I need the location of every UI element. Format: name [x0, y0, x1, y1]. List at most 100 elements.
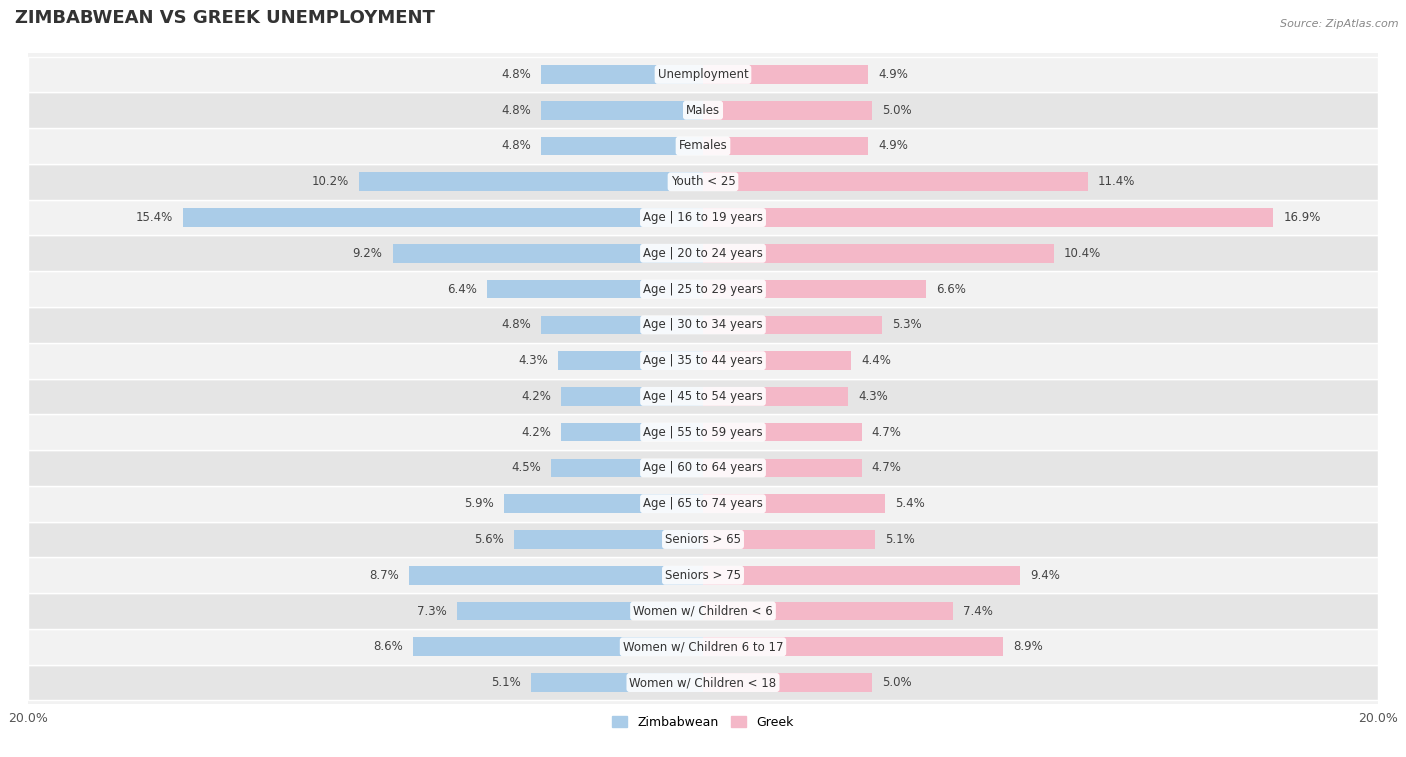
Text: Age | 16 to 19 years: Age | 16 to 19 years [643, 211, 763, 224]
Text: 4.7%: 4.7% [872, 462, 901, 475]
Legend: Zimbabwean, Greek: Zimbabwean, Greek [607, 711, 799, 734]
Bar [28, 414, 1378, 450]
Bar [531, 673, 703, 692]
Text: 4.8%: 4.8% [501, 68, 531, 81]
Text: Unemployment: Unemployment [658, 68, 748, 81]
Text: 16.9%: 16.9% [1284, 211, 1320, 224]
Text: 5.0%: 5.0% [882, 676, 911, 689]
Bar [28, 450, 1378, 486]
Bar [486, 280, 703, 298]
Text: 4.7%: 4.7% [872, 425, 901, 438]
Bar [703, 637, 1004, 656]
Bar [541, 65, 703, 84]
Bar [703, 423, 862, 441]
Bar [703, 208, 1274, 227]
Text: ZIMBABWEAN VS GREEK UNEMPLOYMENT: ZIMBABWEAN VS GREEK UNEMPLOYMENT [14, 9, 434, 27]
Bar [515, 530, 703, 549]
Text: 8.9%: 8.9% [1014, 640, 1043, 653]
Text: 4.4%: 4.4% [862, 354, 891, 367]
Text: 4.8%: 4.8% [501, 139, 531, 152]
Bar [413, 637, 703, 656]
Bar [703, 530, 875, 549]
Bar [409, 566, 703, 584]
Bar [541, 137, 703, 155]
Text: 8.7%: 8.7% [370, 569, 399, 581]
Text: 15.4%: 15.4% [136, 211, 173, 224]
Bar [703, 566, 1021, 584]
Bar [541, 316, 703, 334]
Text: Source: ZipAtlas.com: Source: ZipAtlas.com [1281, 19, 1399, 29]
Bar [359, 173, 703, 191]
Bar [392, 244, 703, 263]
Bar [703, 65, 869, 84]
Bar [28, 164, 1378, 200]
Text: 8.6%: 8.6% [373, 640, 402, 653]
Bar [28, 378, 1378, 414]
Bar [703, 602, 953, 620]
Text: 9.4%: 9.4% [1031, 569, 1060, 581]
Bar [561, 423, 703, 441]
Text: 6.6%: 6.6% [936, 282, 966, 295]
Bar [703, 244, 1054, 263]
Bar [28, 522, 1378, 557]
Text: 5.0%: 5.0% [882, 104, 911, 117]
Text: 11.4%: 11.4% [1098, 176, 1135, 188]
Bar [28, 307, 1378, 343]
Bar [28, 200, 1378, 235]
Text: Youth < 25: Youth < 25 [671, 176, 735, 188]
Bar [541, 101, 703, 120]
Bar [703, 459, 862, 477]
Text: Males: Males [686, 104, 720, 117]
Text: 4.8%: 4.8% [501, 104, 531, 117]
Bar [183, 208, 703, 227]
Bar [703, 280, 925, 298]
Text: 10.4%: 10.4% [1064, 247, 1101, 260]
Text: Age | 25 to 29 years: Age | 25 to 29 years [643, 282, 763, 295]
Text: 4.2%: 4.2% [522, 425, 551, 438]
Text: 7.4%: 7.4% [963, 605, 993, 618]
Bar [703, 173, 1088, 191]
Text: 4.2%: 4.2% [522, 390, 551, 403]
Bar [558, 351, 703, 370]
Text: Females: Females [679, 139, 727, 152]
Text: Age | 20 to 24 years: Age | 20 to 24 years [643, 247, 763, 260]
Text: 4.8%: 4.8% [501, 319, 531, 332]
Text: 5.1%: 5.1% [886, 533, 915, 546]
Bar [28, 629, 1378, 665]
Bar [28, 271, 1378, 307]
Text: Age | 55 to 59 years: Age | 55 to 59 years [643, 425, 763, 438]
Text: 5.6%: 5.6% [474, 533, 503, 546]
Text: Age | 35 to 44 years: Age | 35 to 44 years [643, 354, 763, 367]
Bar [28, 92, 1378, 128]
Text: 5.9%: 5.9% [464, 497, 494, 510]
Bar [28, 557, 1378, 593]
Text: Seniors > 65: Seniors > 65 [665, 533, 741, 546]
Text: Women w/ Children < 18: Women w/ Children < 18 [630, 676, 776, 689]
Bar [28, 235, 1378, 271]
Bar [703, 494, 886, 513]
Bar [28, 593, 1378, 629]
Text: 10.2%: 10.2% [312, 176, 349, 188]
Text: Seniors > 75: Seniors > 75 [665, 569, 741, 581]
Bar [457, 602, 703, 620]
Text: 4.3%: 4.3% [858, 390, 889, 403]
Text: 4.3%: 4.3% [517, 354, 548, 367]
Bar [551, 459, 703, 477]
Bar [28, 486, 1378, 522]
Text: 5.1%: 5.1% [491, 676, 520, 689]
Bar [561, 387, 703, 406]
Bar [503, 494, 703, 513]
Bar [703, 316, 882, 334]
Bar [703, 673, 872, 692]
Bar [703, 387, 848, 406]
Bar [703, 101, 872, 120]
Text: 4.9%: 4.9% [879, 139, 908, 152]
Bar [703, 137, 869, 155]
Text: 4.5%: 4.5% [512, 462, 541, 475]
Bar [28, 665, 1378, 700]
Text: Age | 60 to 64 years: Age | 60 to 64 years [643, 462, 763, 475]
Text: Women w/ Children 6 to 17: Women w/ Children 6 to 17 [623, 640, 783, 653]
Text: 5.3%: 5.3% [891, 319, 921, 332]
Text: Age | 65 to 74 years: Age | 65 to 74 years [643, 497, 763, 510]
Bar [28, 57, 1378, 92]
